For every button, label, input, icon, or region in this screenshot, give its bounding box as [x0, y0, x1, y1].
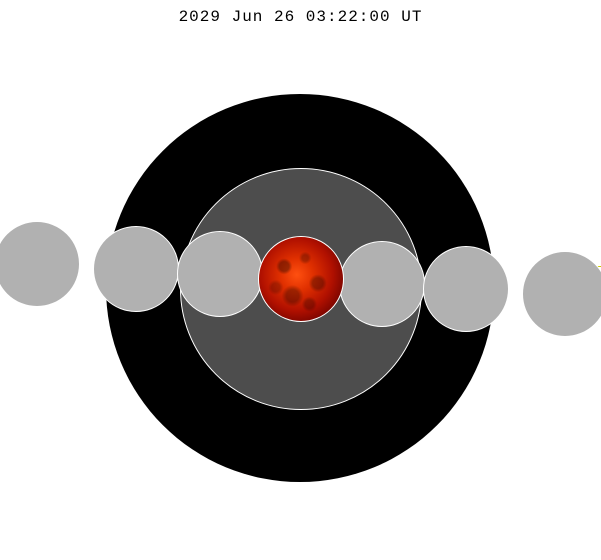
- moon-u2: [177, 231, 263, 317]
- moon-u4: [423, 246, 509, 332]
- moon-greatest-eclipse: [258, 236, 344, 322]
- eclipse-diagram: 2029 Jun 26 03:22:00 UT: [0, 0, 601, 560]
- moon-p4: [522, 251, 601, 337]
- diagram-title: 2029 Jun 26 03:22:00 UT: [0, 8, 601, 26]
- moon-u1: [93, 226, 179, 312]
- moon-p1: [0, 221, 80, 307]
- moon-u3: [339, 241, 425, 327]
